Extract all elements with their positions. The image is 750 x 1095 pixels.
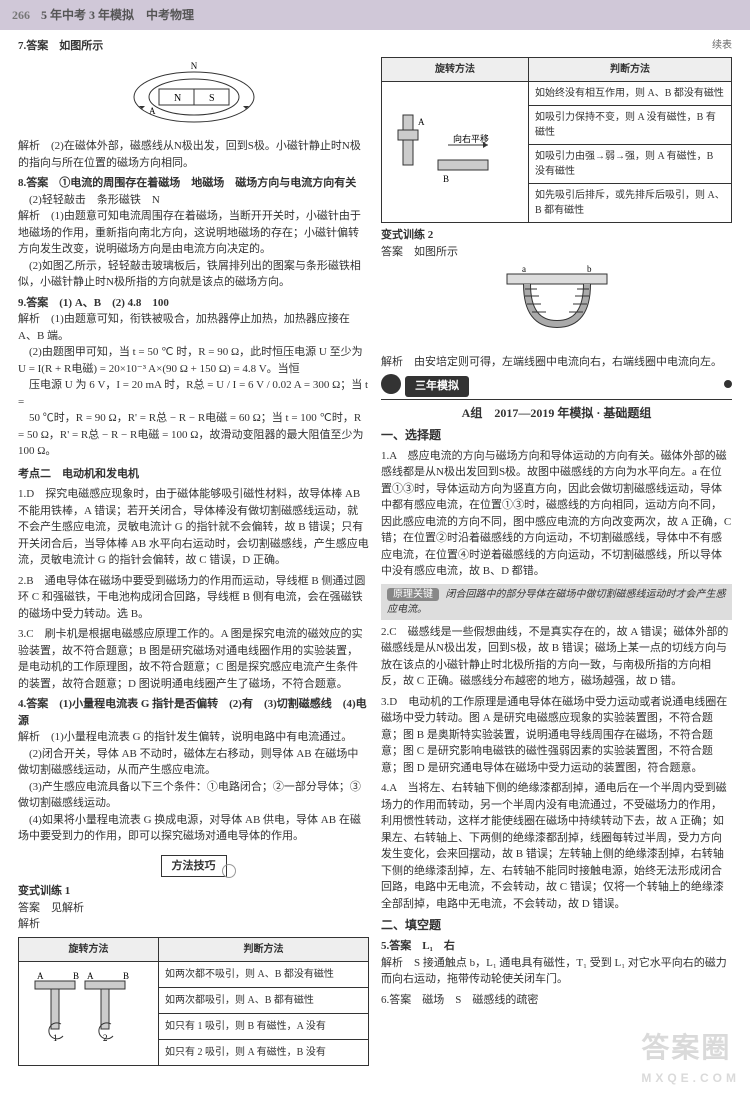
q7-jx: 解析 (2)在磁体外部，磁感线从N极出发，回到S极。小磁针静止时N极的指向与所在… xyxy=(18,138,369,171)
book-title: 5 年中考 3 年模拟 中考物理 xyxy=(41,8,194,22)
bsxl2-diagram: a b xyxy=(381,264,732,350)
svg-text:S: S xyxy=(209,93,215,104)
left-column: 7.答案 如图所示 N S N A 解析 (2)在磁体外部，磁感线从N极出发，回… xyxy=(12,38,375,1070)
watermark-url: MXQE.COM xyxy=(641,1069,740,1087)
method-box: 方法技巧 xyxy=(161,855,227,878)
page-header: 266 5 年中考 3 年模拟 中考物理 xyxy=(0,0,750,30)
kpt2-i4: 4.答案 (1)小量程电流表 G 指针是否偏转 (2)有 (3)切割磁感线 (4… xyxy=(18,696,369,845)
q7: 7.答案 如图所示 N S N A 解析 (2)在磁体外部，磁感线从N极出发，回… xyxy=(18,38,369,171)
slide-diagram-svg: A B 向右平移 xyxy=(388,100,518,200)
r-i4: 4.A 当将左、右转轴下侧的绝缘漆都刮掉，通电后在一个半周内受到磁场力的作用而转… xyxy=(381,780,732,912)
svg-text:N: N xyxy=(190,61,197,71)
method-box-wrap: 方法技巧 xyxy=(18,849,369,884)
bsxl2: 变式训练 2 答案 如图所示 a b 解析 由安培定则可得，左端线圈中电流向右，… xyxy=(381,227,732,370)
table1-diagram-cell: A B 1 A B 2 xyxy=(19,961,159,1065)
bsxl1: 变式训练 1 答案 见解析 解析 xyxy=(18,883,369,933)
t-diagram-svg: A B 1 A B 2 xyxy=(25,966,135,1056)
svg-text:A: A xyxy=(149,106,156,116)
electromagnet-svg: a b xyxy=(477,264,637,344)
watermark: 答案圈 MXQE.COM xyxy=(641,1027,740,1087)
table1: 旋转方法 判断方法 A B 1 A B 2 xyxy=(18,937,369,1066)
svg-text:B: B xyxy=(443,174,449,184)
svg-text:向右平移: 向右平移 xyxy=(453,133,489,144)
right-column: 续表 旋转方法 判断方法 A B 向右平移 xyxy=(375,38,738,1070)
gray-band: 原理关键 闭合回路中的部分导体在磁场中做切割磁感线运动时才会产生感应电流。 xyxy=(381,584,732,620)
svg-text:A: A xyxy=(418,117,425,127)
banner-dot xyxy=(724,380,732,388)
table2-diagram-cell: A B 向右平移 xyxy=(382,82,529,223)
svg-text:a: a xyxy=(522,264,526,274)
r-i5: 5.答案 L₁ 右 解析 S 接通触点 b，L₁ 通电具有磁性，T₁ 受到 L₁… xyxy=(381,938,732,988)
main-content: 7.答案 如图所示 N S N A 解析 (2)在磁体外部，磁感线从N极出发，回… xyxy=(0,30,750,1078)
banner-line: 三年模拟 xyxy=(381,370,732,400)
banner-icon xyxy=(381,374,401,394)
svg-text:B: B xyxy=(73,971,79,981)
q8: 8.答案 ①电流的周围存在着磁场 地磁场 磁场方向与电流方向有关 (2)轻轻敲击… xyxy=(18,175,369,291)
svg-text:N: N xyxy=(174,93,181,104)
sec1-title: 一、选择题 xyxy=(381,426,732,444)
r-i2: 2.C 磁感线是一些假想曲线，不是真实存在的，故 A 错误；磁体外部的磁感线是从… xyxy=(381,624,732,690)
group-a-title: A组 2017—2019 年模拟 · 基础题组 xyxy=(381,404,732,422)
page-number: 266 xyxy=(12,8,30,22)
q7-diagram: N S N A xyxy=(18,59,369,135)
svg-text:A: A xyxy=(37,971,44,981)
kpt2-title: 考点二 电动机和发电机 xyxy=(18,466,369,483)
gray-tag: 原理关键 xyxy=(387,588,439,601)
kpt2-i1: 1.D 探究电磁感应现象时，由于磁体能够吸引磁性材料，故导体棒 AB 不能用铁棒… xyxy=(18,486,369,569)
svg-text:A: A xyxy=(87,971,94,981)
r-i3: 3.D 电动机的工作原理是通电导体在磁场中受力运动或者说通电线圈在磁场中受力转动… xyxy=(381,694,732,777)
r-i6: 6.答案 磁场 S 磁感线的疏密 xyxy=(381,992,732,1009)
three-year-banner: 三年模拟 xyxy=(405,376,469,397)
q9: 9.答案 (1) A、B (2) 4.8 100 解析 (1)由题意可知，衔铁被… xyxy=(18,295,369,460)
magnet-field-svg: N S N A xyxy=(119,59,269,129)
kpt2-i3: 3.C 刷卡机是根据电磁感应原理工作的。A 图是探究电流的磁效应的实验装置，故不… xyxy=(18,626,369,692)
sec2-title: 二、填空题 xyxy=(381,916,732,934)
svg-text:B: B xyxy=(123,971,129,981)
r-i1: 1.A 感应电流的方向与磁场方向和导体运动的方向有关。磁体外部的磁感线都是从N极… xyxy=(381,448,732,580)
kpt2-i2: 2.B 通电导体在磁场中要受到磁场力的作用而运动，导线框 B 侧通过圆环 C 和… xyxy=(18,573,369,623)
table2: 旋转方法 判断方法 A B 向右平移 如始终没有相互作用， xyxy=(381,57,732,223)
continued-label: 续表 xyxy=(381,38,732,53)
svg-text:b: b xyxy=(587,264,592,274)
